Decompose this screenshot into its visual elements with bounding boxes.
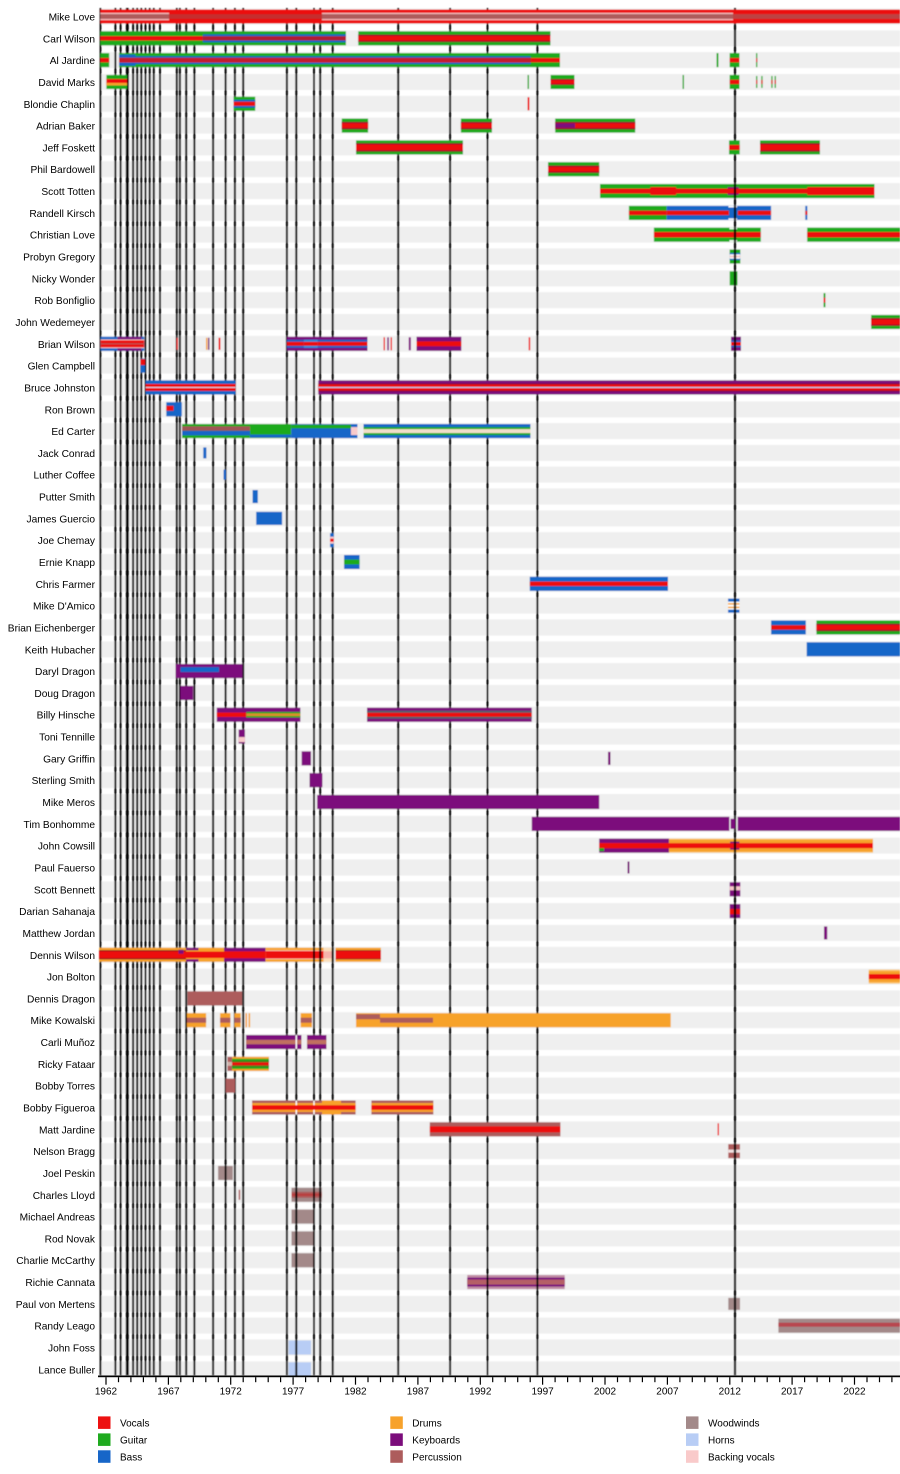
svg-text:Bobby Torres: Bobby Torres: [35, 1082, 95, 1093]
svg-text:Probyn Gregory: Probyn Gregory: [23, 253, 96, 264]
svg-text:Christian Love: Christian Love: [30, 231, 95, 242]
svg-text:Rod Novak: Rod Novak: [45, 1234, 96, 1245]
svg-text:Scott Totten: Scott Totten: [41, 187, 95, 198]
svg-text:Al Jardine: Al Jardine: [50, 56, 96, 67]
svg-text:Jack Conrad: Jack Conrad: [38, 449, 96, 460]
svg-text:Dennis Dragon: Dennis Dragon: [27, 994, 95, 1005]
svg-text:2007: 2007: [656, 1387, 679, 1398]
svg-text:Lance Buller: Lance Buller: [38, 1365, 95, 1376]
svg-text:Keyboards: Keyboards: [412, 1435, 460, 1446]
svg-text:John Wedemeyer: John Wedemeyer: [15, 318, 95, 329]
svg-text:Jeff Foskett: Jeff Foskett: [43, 143, 96, 154]
svg-text:Sterling Smith: Sterling Smith: [32, 776, 95, 787]
svg-text:Jon Bolton: Jon Bolton: [47, 973, 95, 984]
svg-text:Scott Bennett: Scott Bennett: [34, 885, 95, 896]
svg-text:Luther Coffee: Luther Coffee: [33, 471, 95, 482]
svg-text:Randell Kirsch: Randell Kirsch: [29, 209, 95, 220]
svg-text:Paul Fauerso: Paul Fauerso: [34, 864, 95, 875]
svg-text:Chris Farmer: Chris Farmer: [36, 580, 96, 591]
svg-text:Bruce Johnston: Bruce Johnston: [24, 383, 95, 394]
svg-text:Putter Smith: Putter Smith: [39, 493, 95, 504]
svg-text:Carl Wilson: Carl Wilson: [43, 34, 95, 45]
svg-text:2022: 2022: [843, 1387, 866, 1398]
svg-text:Nicky Wonder: Nicky Wonder: [32, 274, 96, 285]
svg-text:Mike Kowalski: Mike Kowalski: [30, 1016, 95, 1027]
svg-text:Ricky Fataar: Ricky Fataar: [38, 1060, 96, 1071]
svg-text:Backing vocals: Backing vocals: [708, 1452, 775, 1463]
svg-text:Matthew Jordan: Matthew Jordan: [23, 929, 95, 940]
svg-text:2002: 2002: [594, 1387, 617, 1398]
svg-text:Mike Meros: Mike Meros: [42, 798, 95, 809]
svg-text:John Foss: John Foss: [48, 1344, 95, 1355]
svg-text:1982: 1982: [344, 1387, 367, 1398]
svg-text:2017: 2017: [781, 1387, 804, 1398]
svg-text:Carli Muñoz: Carli Muñoz: [41, 1038, 95, 1049]
svg-text:1987: 1987: [407, 1387, 430, 1398]
svg-text:Vocals: Vocals: [120, 1418, 149, 1429]
svg-text:Bass: Bass: [120, 1452, 142, 1463]
svg-text:Horns: Horns: [708, 1435, 735, 1446]
svg-text:Brian Wilson: Brian Wilson: [38, 340, 95, 351]
svg-text:Darian Sahanaja: Darian Sahanaja: [19, 907, 95, 918]
svg-text:Drums: Drums: [412, 1418, 441, 1429]
svg-text:Richie Cannata: Richie Cannata: [25, 1278, 95, 1289]
svg-text:Glen Campbell: Glen Campbell: [28, 362, 95, 373]
svg-text:Nelson Bragg: Nelson Bragg: [33, 1147, 95, 1158]
svg-text:Mike Love: Mike Love: [49, 13, 96, 24]
svg-text:Doug Dragon: Doug Dragon: [34, 689, 95, 700]
svg-text:Joel Peskin: Joel Peskin: [43, 1169, 95, 1180]
svg-text:1977: 1977: [282, 1387, 305, 1398]
svg-text:Mike D'Amico: Mike D'Amico: [33, 602, 95, 613]
svg-text:1967: 1967: [157, 1387, 180, 1398]
svg-text:Michael Andreas: Michael Andreas: [20, 1213, 95, 1224]
svg-text:Guitar: Guitar: [120, 1435, 148, 1446]
svg-text:Ed Carter: Ed Carter: [51, 427, 95, 438]
svg-text:1972: 1972: [220, 1387, 243, 1398]
svg-text:Charles Lloyd: Charles Lloyd: [33, 1191, 96, 1202]
svg-text:1992: 1992: [469, 1387, 492, 1398]
svg-text:Dennis Wilson: Dennis Wilson: [30, 951, 95, 962]
svg-text:Tim Bonhomme: Tim Bonhomme: [23, 820, 95, 831]
svg-text:James Guercio: James Guercio: [26, 514, 95, 525]
svg-text:2012: 2012: [719, 1387, 742, 1398]
svg-text:Gary Griffin: Gary Griffin: [43, 754, 95, 765]
svg-text:John Cowsill: John Cowsill: [38, 842, 95, 853]
svg-text:Charlie McCarthy: Charlie McCarthy: [16, 1256, 96, 1267]
svg-text:Blondie Chaplin: Blondie Chaplin: [24, 100, 95, 111]
svg-text:Brian Eichenberger: Brian Eichenberger: [8, 624, 96, 635]
svg-text:1962: 1962: [95, 1387, 118, 1398]
svg-text:Matt Jardine: Matt Jardine: [39, 1125, 95, 1136]
svg-text:Percussion: Percussion: [412, 1452, 461, 1463]
svg-text:Joe Chemay: Joe Chemay: [38, 536, 96, 547]
svg-text:Billy Hinsche: Billy Hinsche: [37, 711, 96, 722]
svg-text:Randy Leago: Randy Leago: [34, 1322, 95, 1333]
svg-text:Ron Brown: Ron Brown: [45, 405, 95, 416]
svg-text:Paul von Mertens: Paul von Mertens: [16, 1300, 95, 1311]
svg-text:1997: 1997: [531, 1387, 554, 1398]
svg-text:Adrian Baker: Adrian Baker: [36, 122, 95, 133]
svg-text:David Marks: David Marks: [38, 78, 95, 89]
svg-text:Toni Tennille: Toni Tennille: [39, 733, 95, 744]
svg-text:Ernie Knapp: Ernie Knapp: [39, 558, 95, 569]
svg-text:Rob Bonfiglio: Rob Bonfiglio: [34, 296, 95, 307]
svg-text:Phil Bardowell: Phil Bardowell: [30, 165, 95, 176]
svg-text:Bobby Figueroa: Bobby Figueroa: [23, 1104, 95, 1115]
svg-text:Daryl Dragon: Daryl Dragon: [35, 667, 95, 678]
svg-text:Woodwinds: Woodwinds: [708, 1418, 760, 1429]
svg-text:Keith Hubacher: Keith Hubacher: [25, 645, 96, 656]
